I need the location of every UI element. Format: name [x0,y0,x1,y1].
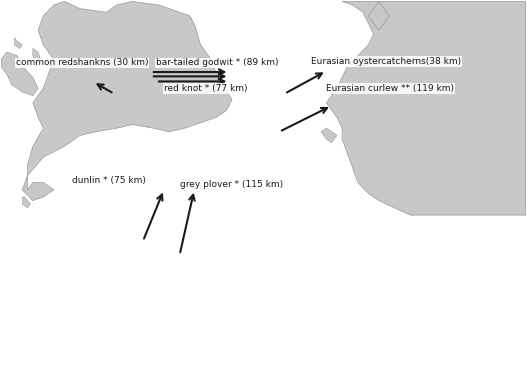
Text: bar-tailed godwit * (89 km): bar-tailed godwit * (89 km) [156,58,279,68]
Text: Eurasian oystercatcherns(38 km): Eurasian oystercatcherns(38 km) [311,57,461,66]
Polygon shape [326,1,525,215]
Polygon shape [33,49,41,63]
Polygon shape [368,1,389,30]
Polygon shape [22,197,30,208]
Text: red knot * (77 km): red knot * (77 km) [164,84,247,93]
Text: dunlin * (75 km): dunlin * (75 km) [72,176,146,185]
Text: common redshankns (30 km): common redshankns (30 km) [16,58,149,68]
Polygon shape [321,128,337,143]
Polygon shape [15,38,22,49]
Polygon shape [22,1,232,201]
Polygon shape [2,52,38,96]
Text: Eurasian curlew ** (119 km): Eurasian curlew ** (119 km) [326,84,454,93]
Text: grey plover * (115 km): grey plover * (115 km) [180,180,283,189]
